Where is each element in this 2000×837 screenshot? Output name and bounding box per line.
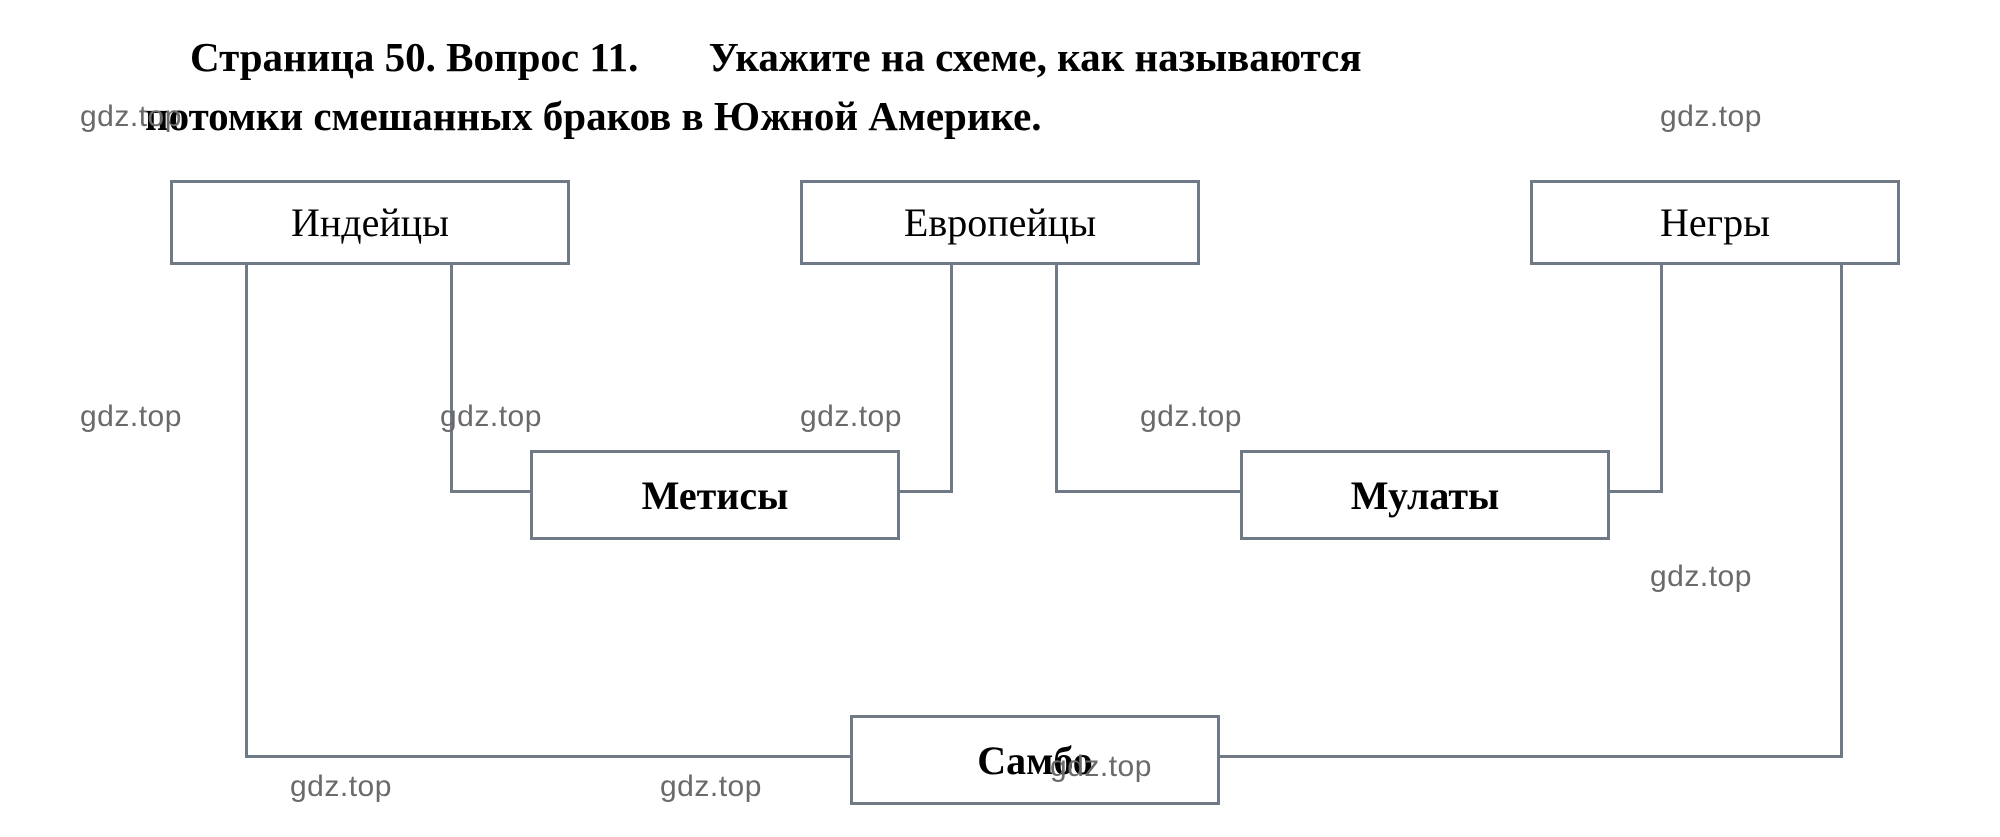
watermark-text: gdz.top	[1650, 560, 1752, 594]
connector-line	[1610, 490, 1663, 493]
diagram-box-label: Негры	[1660, 199, 1770, 246]
watermark-text: gdz.top	[1050, 750, 1152, 784]
diagram-box-indians: Индейцы	[170, 180, 570, 265]
diagram-box-label: Метисы	[642, 472, 789, 519]
diagram-box-label: Мулаты	[1351, 472, 1500, 519]
connector-line	[450, 490, 530, 493]
watermark-text: gdz.top	[80, 400, 182, 434]
diagram-box-metis: Метисы	[530, 450, 900, 540]
page-reference: Страница 50. Вопрос 11.	[190, 34, 638, 80]
connector-line	[1055, 265, 1058, 490]
connector-line	[245, 265, 248, 755]
connector-line	[1220, 755, 1843, 758]
diagram-box-mulatto: Мулаты	[1240, 450, 1610, 540]
connector-line	[950, 265, 953, 490]
connector-line	[900, 490, 953, 493]
diagram-box-europeans: Европейцы	[800, 180, 1200, 265]
watermark-text: gdz.top	[440, 400, 542, 434]
watermark-text: gdz.top	[660, 770, 762, 804]
watermark-text: gdz.top	[80, 100, 182, 134]
diagram-box-label: Индейцы	[291, 199, 449, 246]
connector-line	[245, 755, 850, 758]
watermark-text: gdz.top	[800, 400, 902, 434]
diagram-box-label: Европейцы	[904, 199, 1096, 246]
mixed-race-diagram: Индейцы Европейцы Негры Метисы Мулаты Самбо	[80, 170, 1920, 810]
watermark-text: gdz.top	[290, 770, 392, 804]
question-text-line1: Укажите на схеме, как называются	[709, 34, 1362, 80]
connector-line	[1055, 490, 1240, 493]
watermark-text: gdz.top	[1660, 100, 1762, 134]
connector-line	[1840, 265, 1843, 755]
connector-line	[450, 265, 453, 490]
watermark-text: gdz.top	[1140, 400, 1242, 434]
question-text-line2: потомки смешанных браков в Южной Америке…	[145, 93, 1042, 139]
connector-line	[1660, 265, 1663, 490]
diagram-box-negroes: Негры	[1530, 180, 1900, 265]
diagram-box-sambo: Самбо	[850, 715, 1220, 805]
